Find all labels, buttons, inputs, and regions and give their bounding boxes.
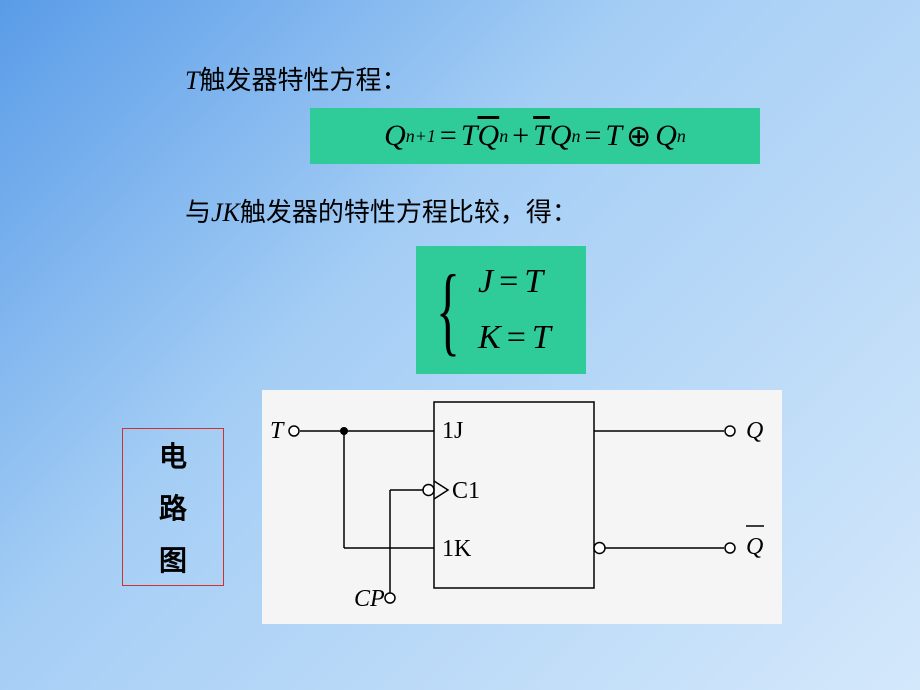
eq1-Qbar: Q [478,119,500,153]
terminal-t [289,426,299,436]
eq1-Qbar-sup: n [499,126,508,147]
terminal-cp [385,593,395,603]
clock-triangle-icon [434,481,448,499]
circuit-diagram: T CP 1J C1 1K Q Q [262,390,782,624]
eq2-eq1: = [499,263,518,300]
eq1-T3: T [605,119,622,153]
line2-rest: 触发器的特性方程比较，得： [240,198,578,227]
eq2-eq2: = [507,319,526,356]
eq1-Q3: Q [655,119,677,153]
heading-t-flipflop: T触发器特性方程： [185,60,407,97]
circuit-svg: T CP 1J C1 1K Q Q [262,390,782,624]
eq2-T1: T [524,263,543,300]
eq1-Q3-sup: n [677,126,686,147]
line2-prefix: 与 [185,198,211,227]
terminal-q [725,426,735,436]
qbar-bubble [594,543,605,554]
eq2-row-k: K=T [478,319,551,357]
eq1-Q2-sup: n [571,126,580,147]
label-qbar: Q [746,534,763,560]
eq2-row-j: J=T [478,263,551,301]
label-cp: CP [354,586,385,612]
line1-rest: 触发器特性方程： [199,66,407,95]
circuit-label-box: 电 路 图 [122,428,224,586]
eq1-eq2: = [584,119,601,153]
brace-icon: { [436,265,460,355]
eq1-xor: ⊕ [626,119,651,154]
label-1k: 1K [442,536,472,562]
italic-JK: JK [211,198,240,227]
eq2-T2: T [532,319,551,356]
equation-jk-mapping: { J=T K=T [416,246,586,374]
eq1-T1: T [461,119,478,153]
label-char1: 电 [159,435,187,475]
heading-compare-jk: 与JK触发器的特性方程比较，得： [185,192,578,229]
label-1j: 1J [442,418,463,444]
eq1-Q: Q [384,119,406,153]
eq1-plus: + [512,119,529,153]
eq2-K: K [478,319,501,356]
eq2-stack: J=T K=T [478,263,551,357]
clock-bubble [423,485,434,496]
label-t: T [270,418,285,444]
label-char3: 图 [159,539,187,579]
italic-T: T [185,66,199,95]
eq1-eq: = [440,119,457,153]
eq1-Q2: Q [550,119,572,153]
eq1-Tbar: T [533,119,550,153]
eq2-J: J [478,263,493,300]
label-c1: C1 [452,478,480,504]
eq1-sup-n1: n+1 [406,126,436,147]
label-q: Q [746,418,763,444]
equation-characteristic: Qn+1 = TQn + TQn = T ⊕ Qn [310,108,760,164]
label-char2: 路 [159,487,187,527]
terminal-qbar [725,543,735,553]
